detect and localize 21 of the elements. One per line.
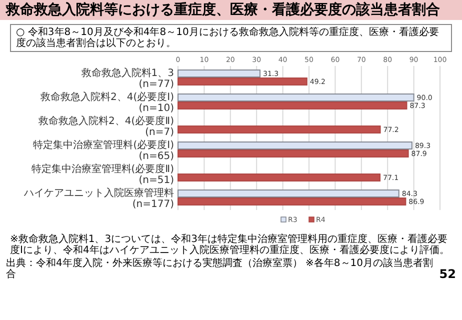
bar — [178, 70, 261, 78]
bar — [178, 142, 412, 150]
y-tick-label: 特定集中治療室管理料(必要度Ⅰ) (n=65) — [33, 139, 174, 162]
y-tick-label: 救命救急入院料2、4(必要度Ⅰ) (n=10) — [40, 91, 174, 114]
text: 52 — [439, 267, 456, 281]
text: ※救命救急入院料1、3については、令和3年は特定集中治療室管理料用の重症度、医療・看護必要度Ⅰにより、令和4年はハイケアユニット入院医療管理料の重症度、医療・看護必要度により評価。 — [9, 234, 450, 256]
y-tick-label: 特定集中治療室管理料(必要度Ⅱ) (n=51) — [31, 163, 174, 186]
chart-subtitle: ○ 令和3年8～10月及び令和4年8～10月における救命救急入院料等の重症度、医療・看護必要度の該当患者割合は以下のとおり。 — [10, 24, 452, 52]
chart-title: 救命救急入院料等における重症度、医療・看護必要度の該当患者割合 — [0, 0, 462, 20]
y-tick-label: 救命救急入院料2、4(必要度Ⅱ) (n=7) — [38, 115, 174, 138]
bar — [178, 126, 381, 134]
y-tick-label: 救命救急入院料1、3 (n=77) — [80, 67, 174, 90]
bar — [178, 198, 406, 206]
bar — [178, 78, 308, 86]
bar — [178, 102, 408, 110]
bar — [178, 150, 409, 158]
bar — [178, 174, 380, 182]
bar — [178, 190, 400, 198]
source-note: 出典：令和4年度入院・外来医療等における実態調査（治療室票） ※各年8～10月の該当患者割合 — [6, 258, 434, 280]
y-tick-label: ハイケアユニット入院医療管理料 (n=177) — [23, 187, 174, 210]
bar — [178, 94, 414, 102]
